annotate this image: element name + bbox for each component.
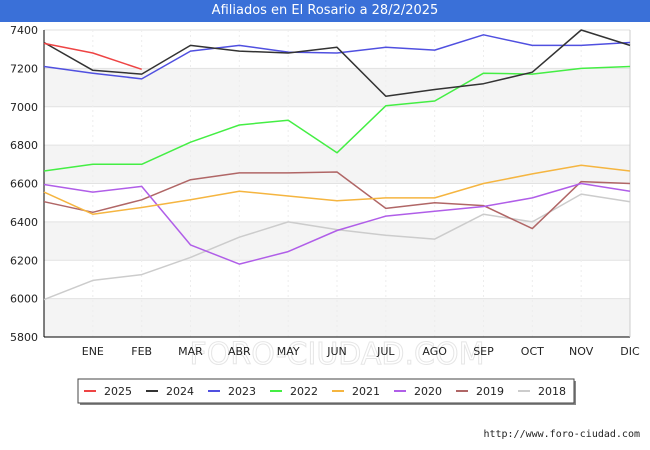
y-tick-label: 7000: [10, 101, 38, 114]
x-tick-label: FEB: [131, 345, 152, 358]
y-tick-label: 7200: [10, 62, 38, 75]
x-tick-label: JUN: [326, 345, 347, 358]
x-tick-label: MAY: [277, 345, 300, 358]
x-tick-label: OCT: [521, 345, 544, 358]
series-line-2020: [43, 182, 631, 265]
x-tick-label: SEP: [473, 345, 494, 358]
series-line-2024: [43, 29, 631, 97]
y-tick-label: 7400: [10, 24, 38, 37]
legend-box: [77, 378, 575, 404]
x-tick-label: AGO: [422, 345, 447, 358]
x-tick-label: MAR: [178, 345, 203, 358]
x-tick-label: NOV: [569, 345, 594, 358]
y-tick-label: 6000: [10, 293, 38, 306]
legend-label-2025: 2025: [104, 385, 132, 398]
watermark-text: FORO-CIUDAD.COM: [190, 337, 485, 372]
legend-label-2020: 2020: [414, 385, 442, 398]
series-line-2021: [43, 164, 631, 215]
legend-label-2024: 2024: [166, 385, 194, 398]
legend-label-2023: 2023: [228, 385, 256, 398]
series-line-2018: [43, 193, 631, 301]
legend-label-2021: 2021: [352, 385, 380, 398]
legend-label-2018: 2018: [538, 385, 566, 398]
x-tick-label: ABR: [228, 345, 251, 358]
y-tick-label: 5800: [10, 331, 38, 344]
series-line-2022: [43, 65, 631, 172]
legend-label-2022: 2022: [290, 385, 318, 398]
y-tick-label: 6600: [10, 178, 38, 191]
series-line-2019: [43, 171, 631, 230]
x-tick-label: ENE: [82, 345, 104, 358]
y-tick-label: 6800: [10, 139, 38, 152]
y-tick-label: 6200: [10, 254, 38, 267]
series-line-2025: [43, 42, 142, 71]
y-tick-label: 6400: [10, 216, 38, 229]
x-tick-label: DIC: [620, 345, 640, 358]
x-tick-label: JUL: [376, 345, 395, 358]
legend-label-2019: 2019: [476, 385, 504, 398]
source-url[interactable]: http://www.foro-ciudad.com: [483, 429, 640, 440]
series-line-2023: [43, 34, 631, 80]
chart-title: Afiliados en El Rosario a 28/2/2025: [0, 0, 650, 22]
